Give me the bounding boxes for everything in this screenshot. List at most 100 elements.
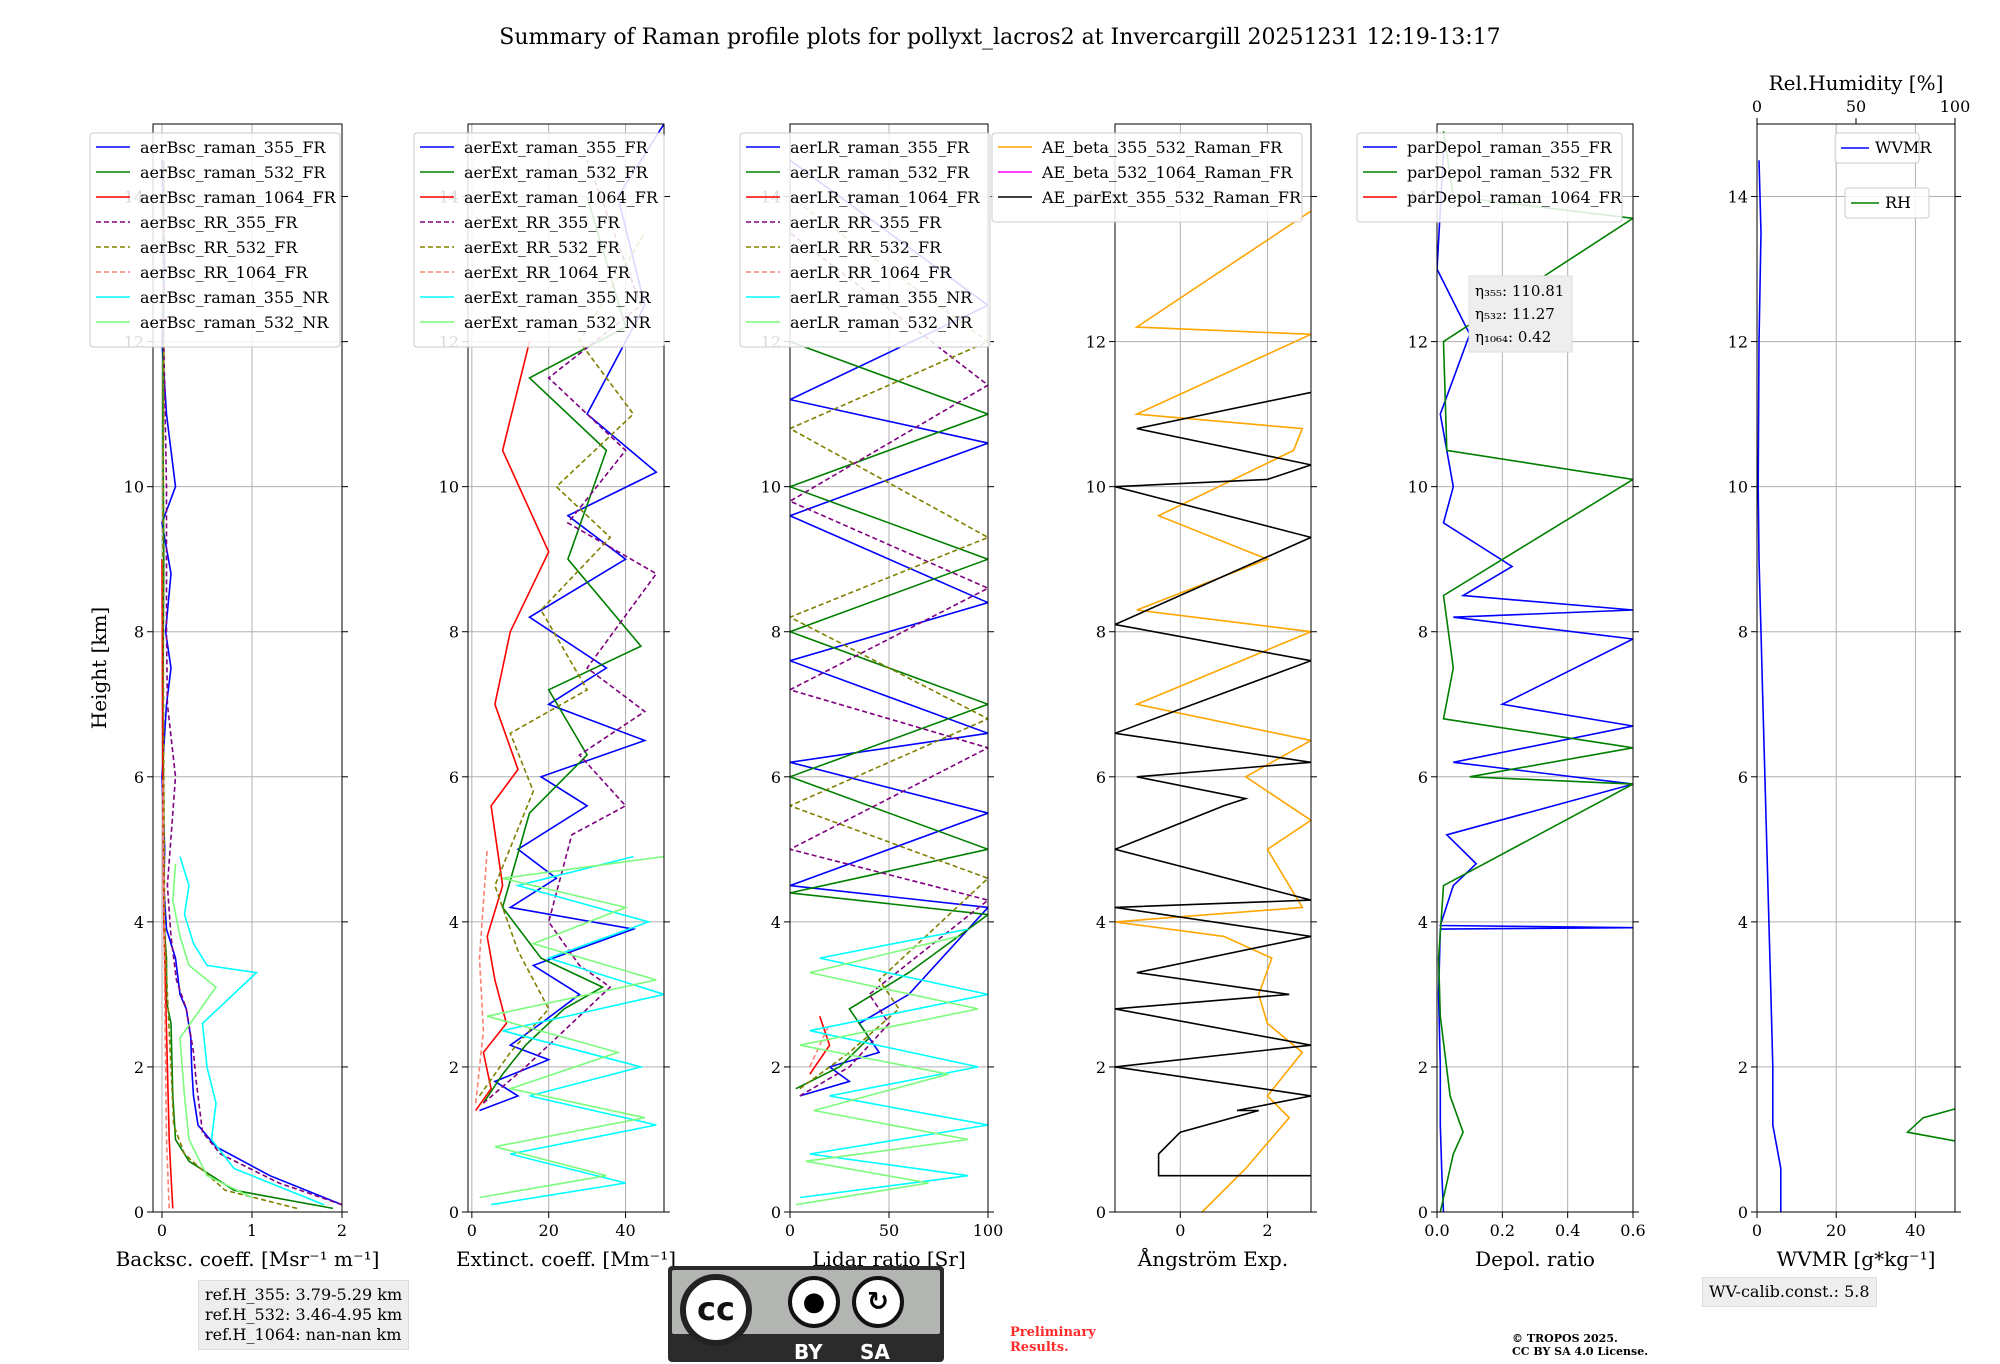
legend: aerExt_raman_355_FRaerExt_raman_532_FRae… bbox=[414, 133, 664, 347]
y-tick-label: 0 bbox=[134, 1203, 144, 1222]
share-alike-icon: ↻ bbox=[852, 1276, 904, 1328]
x-tick-label: 20 bbox=[539, 1221, 559, 1240]
panels: 02468101214012Backsc. coeff. [Msr⁻¹ m⁻¹]… bbox=[87, 71, 2000, 1271]
y-tick-label: 6 bbox=[1096, 768, 1106, 787]
legend-entry: aerBsc_raman_355_FR bbox=[140, 138, 326, 157]
x-tick-label: 0.4 bbox=[1555, 1221, 1580, 1240]
y-axis-label: Height [km] bbox=[87, 607, 111, 729]
cc-by-label: BY bbox=[794, 1340, 823, 1364]
x2-axis-label: Rel.Humidity [%] bbox=[1769, 71, 1944, 95]
refH-532: ref.H_532: 3.46-4.95 km bbox=[205, 1305, 402, 1325]
x-axis-label: Backsc. coeff. [Msr⁻¹ m⁻¹] bbox=[116, 1247, 380, 1271]
y-tick-label: 2 bbox=[1096, 1058, 1106, 1077]
legend-entry: parDepol_raman_532_FR bbox=[1407, 163, 1613, 182]
legend-entry: parDepol_raman_1064_FR bbox=[1407, 188, 1623, 207]
axes-frame bbox=[1757, 124, 1955, 1212]
x2-tick-label: 0 bbox=[1752, 97, 1762, 116]
legend-entry: aerBsc_raman_532_NR bbox=[140, 313, 329, 332]
legend-entry: aerBsc_RR_1064_FR bbox=[140, 263, 309, 282]
y-tick-label: 4 bbox=[1418, 913, 1428, 932]
y-tick-label: 4 bbox=[1096, 913, 1106, 932]
legend-entry: aerExt_raman_532_NR bbox=[464, 313, 652, 332]
cc-sa-label: SA bbox=[860, 1340, 890, 1364]
legend-entry: aerBsc_raman_532_FR bbox=[140, 163, 326, 182]
x-tick-label: 100 bbox=[973, 1221, 1004, 1240]
copyright-line-1: © TROPOS 2025. bbox=[1512, 1332, 1648, 1345]
legend-entry: aerExt_raman_355_NR bbox=[464, 288, 652, 307]
attribution-person-icon: ● bbox=[788, 1276, 840, 1328]
x-tick-label: 0.6 bbox=[1620, 1221, 1645, 1240]
x-axis-label: Ångström Exp. bbox=[1137, 1246, 1288, 1271]
y-tick-label: 4 bbox=[771, 913, 781, 932]
y-tick-label: 4 bbox=[1738, 913, 1748, 932]
legend-entry: aerLR_raman_355_NR bbox=[790, 288, 973, 307]
series-RH bbox=[1908, 574, 2000, 1212]
y-tick-label: 6 bbox=[771, 768, 781, 787]
x-tick-label: 0.2 bbox=[1490, 1221, 1515, 1240]
legend: AE_beta_355_532_Raman_FR AE_beta_532_1064… bbox=[992, 133, 1302, 222]
x-axis-label: Extinct. coeff. [Mm⁻¹] bbox=[456, 1247, 676, 1271]
series-aerExt_raman_532_NR bbox=[480, 857, 665, 1198]
y-tick-label: 8 bbox=[449, 623, 459, 642]
y-tick-label: 10 bbox=[439, 478, 459, 497]
legend-entry: aerLR_RR_532_FR bbox=[790, 238, 942, 257]
preliminary-line-1: Preliminary bbox=[1010, 1325, 1096, 1340]
legend-entry: AE_beta_355_532_Raman_FR bbox=[1041, 138, 1283, 157]
y-tick-label: 0 bbox=[1418, 1203, 1428, 1222]
panel-extinction: 0246810121402040Extinct. coeff. [Mm⁻¹]ae… bbox=[414, 124, 676, 1271]
x-tick-label: 2 bbox=[337, 1221, 347, 1240]
legend-entry: aerLR_raman_355_FR bbox=[790, 138, 970, 157]
legend-entry: aerExt_RR_1064_FR bbox=[464, 263, 631, 282]
series-WVMR bbox=[1758, 160, 1781, 1212]
eta-eta1064: η₁₀₆₄: 0.42 bbox=[1475, 328, 1551, 346]
legend-entry: RH bbox=[1885, 193, 1911, 212]
series-AE_beta_355_532_Raman_FR bbox=[1115, 211, 1311, 1212]
eta-eta355: η₃₅₅: 110.81 bbox=[1475, 282, 1564, 300]
cc-logo-icon: cc bbox=[680, 1274, 752, 1346]
legend-entry: aerExt_RR_532_FR bbox=[464, 238, 621, 257]
cc-license-badge: cc ● ↻ BY SA bbox=[668, 1266, 944, 1362]
x-axis-label: WVMR [g*kg⁻¹] bbox=[1777, 1247, 1936, 1271]
series-AE_parExt_355_532_Raman_FR bbox=[1115, 392, 1311, 1175]
y-tick-label: 0 bbox=[1096, 1203, 1106, 1222]
legend-entry: WVMR bbox=[1875, 138, 1932, 157]
preliminary-line-2: Results. bbox=[1010, 1340, 1096, 1355]
y-tick-label: 10 bbox=[124, 478, 144, 497]
y-tick-label: 2 bbox=[134, 1058, 144, 1077]
x-axis-label: Depol. ratio bbox=[1475, 1247, 1595, 1271]
legend-entry: AE_parExt_355_532_Raman_FR bbox=[1041, 188, 1302, 207]
legend-entry: aerExt_raman_1064_FR bbox=[464, 188, 659, 207]
x-tick-label: 0 bbox=[157, 1221, 167, 1240]
x-tick-label: 0 bbox=[1175, 1221, 1185, 1240]
x-tick-label: 0.0 bbox=[1424, 1221, 1449, 1240]
copyright-note: © TROPOS 2025. CC BY SA 4.0 License. bbox=[1512, 1332, 1648, 1358]
legend-entry: aerLR_RR_1064_FR bbox=[790, 263, 952, 282]
panel-backscatter: 02468101214012Backsc. coeff. [Msr⁻¹ m⁻¹]… bbox=[87, 124, 379, 1271]
y-tick-label: 2 bbox=[1738, 1058, 1748, 1077]
y-tick-label: 10 bbox=[1086, 478, 1106, 497]
y-tick-label: 2 bbox=[449, 1058, 459, 1077]
series-group bbox=[1115, 211, 1311, 1212]
series-aerLR_raman_1064_FR bbox=[810, 1016, 830, 1074]
series-group bbox=[1758, 160, 2000, 1212]
y-tick-label: 6 bbox=[1418, 768, 1428, 787]
y-tick-label: 6 bbox=[449, 768, 459, 787]
y-tick-label: 6 bbox=[1738, 768, 1748, 787]
series-aerExt_RR_532_FR bbox=[480, 233, 645, 1096]
y-tick-label: 0 bbox=[449, 1203, 459, 1222]
y-tick-label: 12 bbox=[1408, 333, 1428, 352]
legend-entry: aerExt_raman_532_FR bbox=[464, 163, 649, 182]
y-tick-label: 6 bbox=[134, 768, 144, 787]
eta-eta532: η₅₃₂: 11.27 bbox=[1475, 305, 1555, 323]
legend-entry: AE_beta_532_1064_Raman_FR bbox=[1041, 163, 1293, 182]
legend: aerBsc_raman_355_FR aerBsc_raman_532_FRae… bbox=[90, 133, 340, 347]
y-tick-label: 4 bbox=[449, 913, 459, 932]
x-tick-label: 1 bbox=[247, 1221, 257, 1240]
legend: parDepol_raman_355_FR parDepol_raman_532_… bbox=[1357, 133, 1623, 222]
x-tick-label: 0 bbox=[467, 1221, 477, 1240]
legend-entry: parDepol_raman_355_FR bbox=[1407, 138, 1613, 157]
y-tick-label: 10 bbox=[761, 478, 781, 497]
y-tick-label: 12 bbox=[1086, 333, 1106, 352]
